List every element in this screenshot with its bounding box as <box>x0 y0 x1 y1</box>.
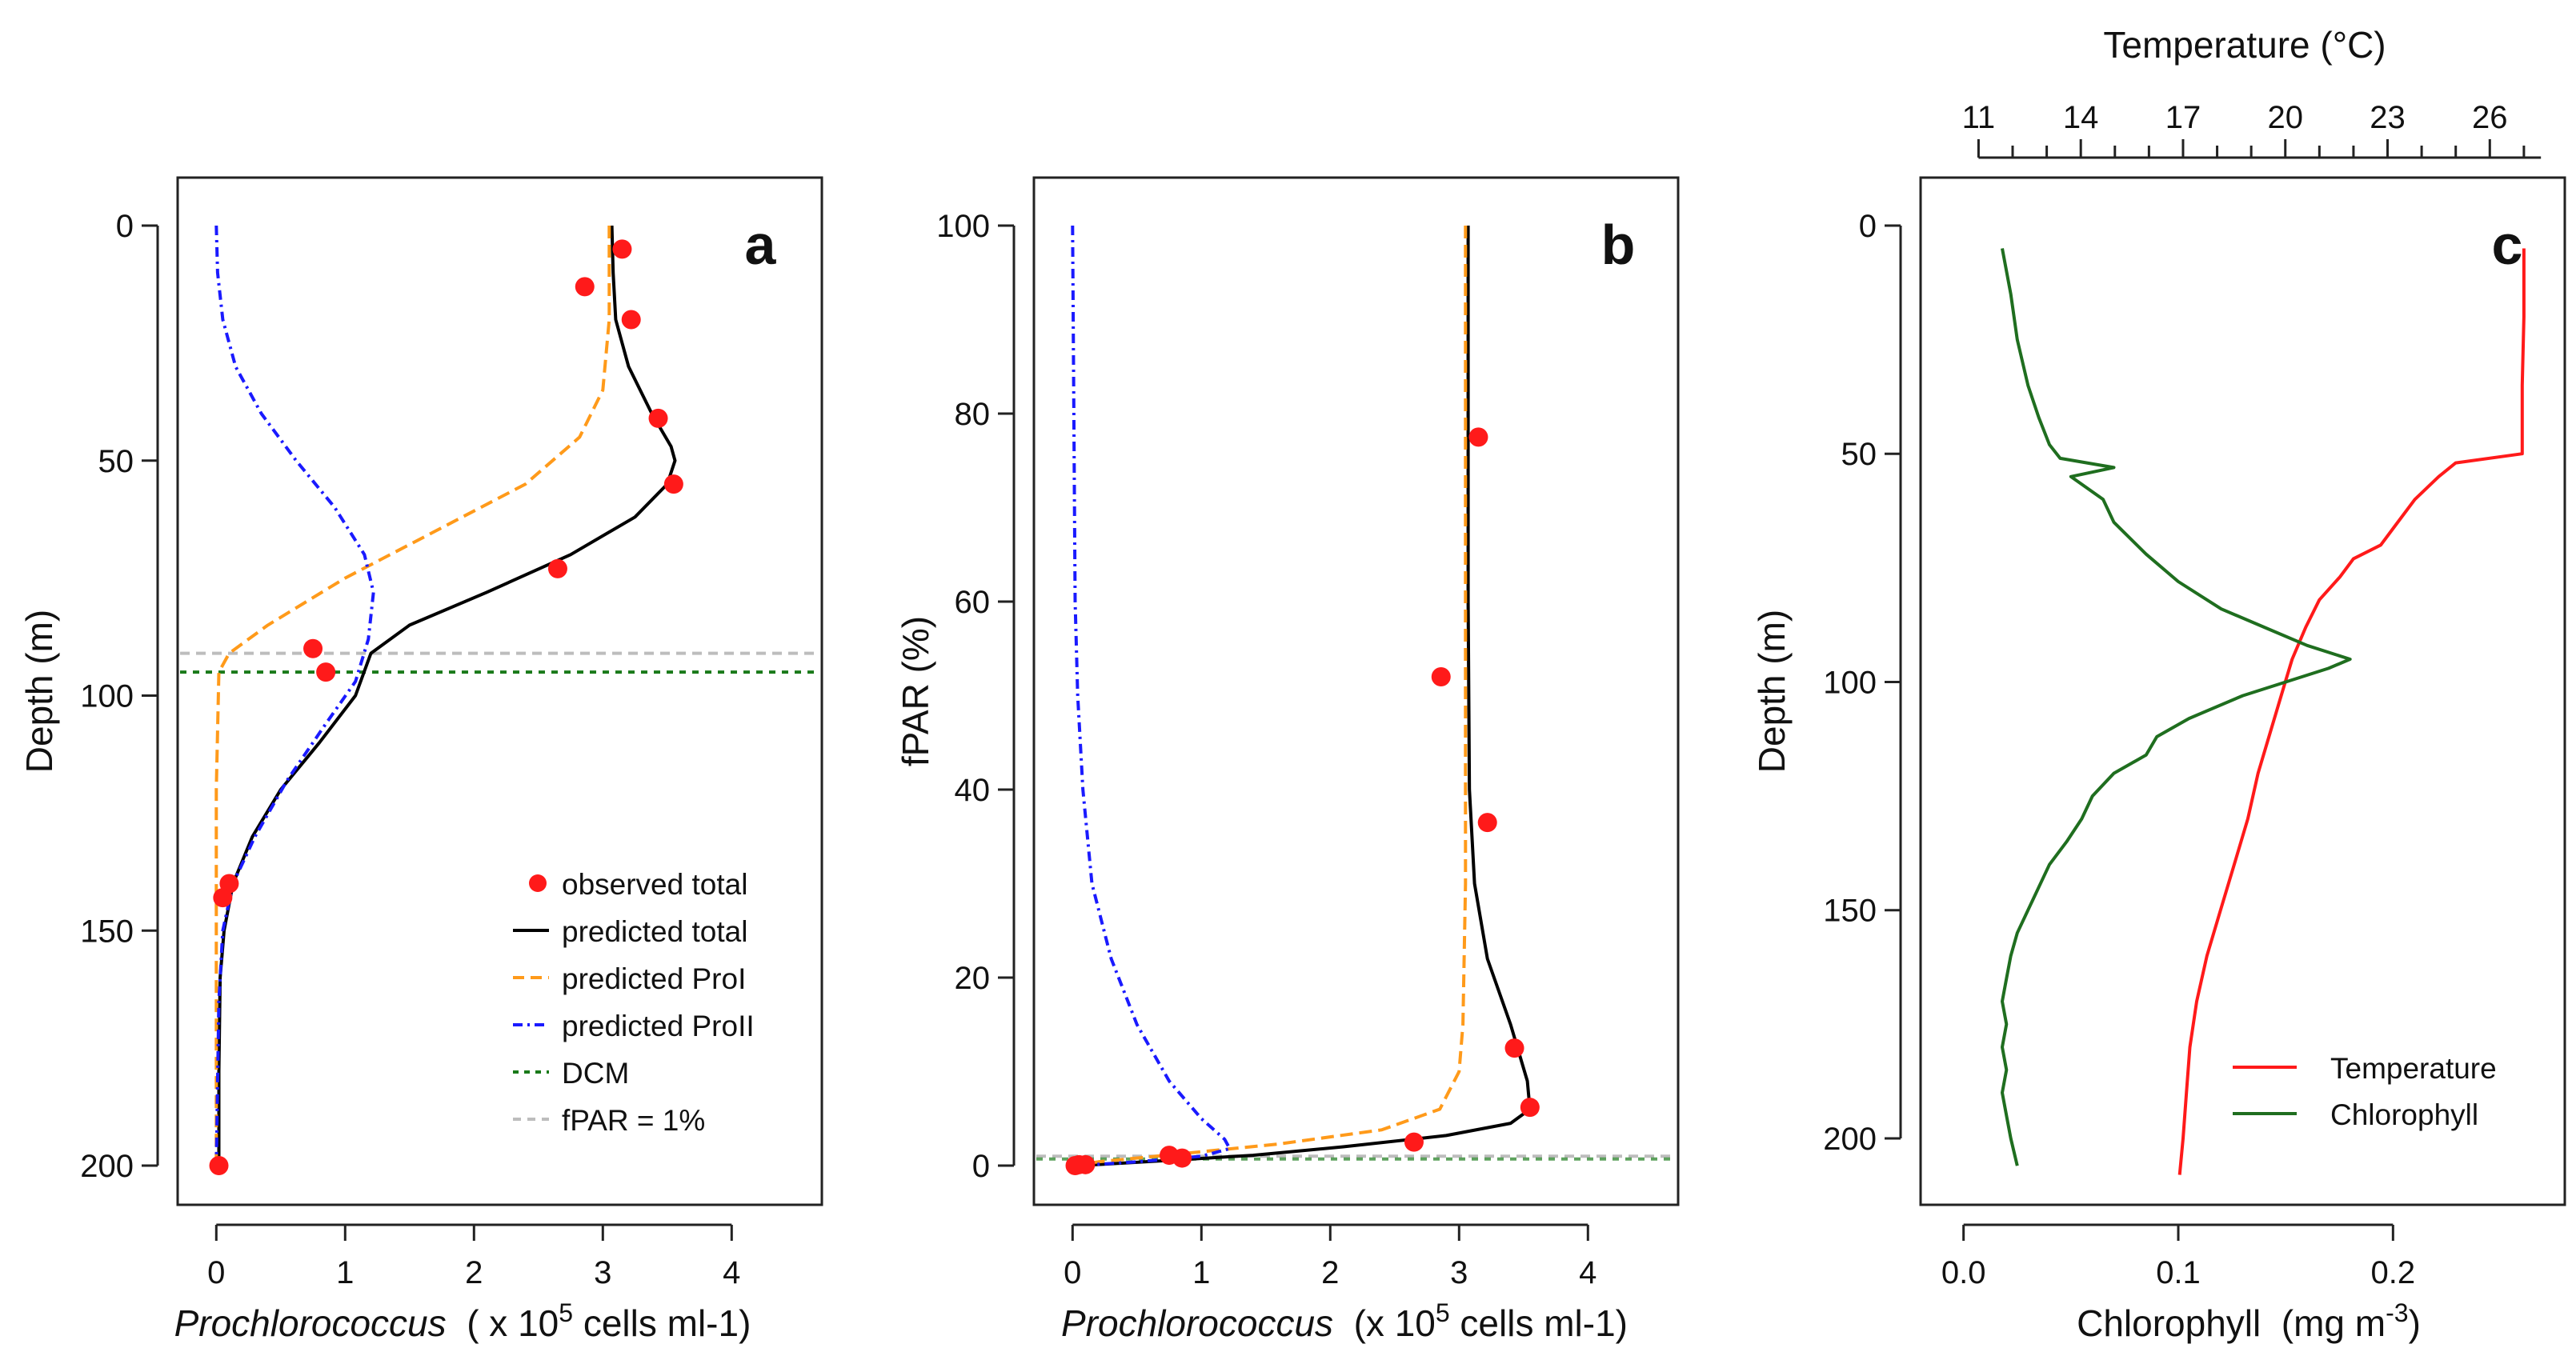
top-x-tick-label: 23 <box>2370 100 2406 135</box>
x-tick-label: 3 <box>594 1255 611 1290</box>
panel-c-label: c <box>2492 214 2523 276</box>
panel-b-ylabel: fPAR (%) <box>895 616 936 766</box>
x-tick-label: 3 <box>1450 1255 1468 1290</box>
y-tick-label: 80 <box>955 397 991 432</box>
observed-point <box>612 239 632 259</box>
top-x-tick-label: 14 <box>2063 100 2099 135</box>
panel-a-series <box>214 225 677 1166</box>
y-tick-label: 50 <box>1841 437 1877 472</box>
legend-temperature-label: Temperature <box>2330 1052 2497 1085</box>
observed-point <box>1065 1156 1085 1175</box>
panel-a-axes: 0 1 2 3 4 0 50 100 150 200 <box>80 209 740 1290</box>
legend-proII-label: predicted ProII <box>562 1010 755 1042</box>
panel-b-series <box>1071 225 1532 1167</box>
series-temperature <box>2177 248 2526 1175</box>
series-predicted-proi <box>1072 226 1468 1167</box>
observed-point <box>1404 1132 1424 1152</box>
panel-a-xlabel: Prochlorococcus ( x 105 cells ml-1) <box>174 1298 751 1344</box>
top-x-tick-label: 11 <box>1962 100 1996 135</box>
observed-point <box>303 638 323 658</box>
panel-a-ylabel: Depth (m) <box>18 610 60 773</box>
panel-c-series <box>2001 248 2526 1175</box>
observed-point <box>209 1156 229 1175</box>
panel-c-ylabel: Depth (m) <box>1751 610 1793 773</box>
x-tick-label: 4 <box>723 1255 740 1290</box>
x-tick-label: 0 <box>207 1255 225 1290</box>
x-tick-label: 0.0 <box>1941 1255 1986 1290</box>
x-tick-label: 1 <box>336 1255 354 1290</box>
observed-point <box>1172 1148 1192 1168</box>
observed-point <box>1504 1038 1524 1058</box>
observed-point <box>1477 813 1497 833</box>
panel-a-observed-points <box>209 239 683 1175</box>
panel-b-observed-points <box>1065 427 1540 1175</box>
observed-point <box>648 408 668 428</box>
y-tick-label: 100 <box>1823 665 1877 700</box>
legend-chlorophyll-label: Chlorophyll <box>2330 1098 2478 1131</box>
panel-c-frame <box>1919 176 2566 1206</box>
x-tick-label: 0 <box>1064 1255 1081 1290</box>
observed-point <box>316 662 336 682</box>
y-tick-label: 50 <box>98 444 134 479</box>
series-chlorophyll <box>2001 248 2352 1166</box>
y-tick-label: 150 <box>1823 894 1877 929</box>
panel-a-label: a <box>745 214 777 276</box>
series-predicted-proi <box>214 226 611 1166</box>
panel-a: a Depth (m) Prochlorococcus ( x 105 cell… <box>18 176 823 1344</box>
panel-a-legend: observed total predicted total predicted… <box>513 868 755 1137</box>
x-tick-label: 4 <box>1579 1255 1596 1290</box>
y-tick-label: 0 <box>972 1149 990 1184</box>
panel-c-xlabel: Chlorophyll (mg m-3) <box>2077 1298 2421 1344</box>
y-tick-label: 200 <box>80 1149 134 1184</box>
series-predicted-total <box>1079 226 1532 1167</box>
observed-point <box>213 888 233 908</box>
y-tick-label: 200 <box>1823 1122 1877 1157</box>
observed-point <box>1520 1098 1540 1118</box>
y-tick-label: 60 <box>955 585 991 620</box>
x-tick-label: 1 <box>1192 1255 1210 1290</box>
top-x-tick-label: 26 <box>2472 100 2508 135</box>
series-predicted-proii <box>1071 225 1232 1167</box>
observed-point <box>575 277 595 297</box>
series-predicted-proii <box>214 225 375 1166</box>
legend-proI-label: predicted ProI <box>562 962 746 995</box>
legend-observed-marker <box>529 874 547 892</box>
panel-b: b fPAR (%) Prochlorococcus (x 105 cells … <box>895 176 1680 1344</box>
y-tick-label: 20 <box>955 961 991 996</box>
observed-point <box>621 310 641 330</box>
legend-dcm-label: DCM <box>562 1057 629 1090</box>
observed-point <box>663 474 683 494</box>
observed-point <box>1431 667 1451 686</box>
y-tick-label: 100 <box>936 209 990 244</box>
panel-c-axes: 0.0 0.1 0.2 0 50 100 150 200 11 14 17 20 23 26 <box>1823 100 2542 1290</box>
x-tick-label: 2 <box>1321 1255 1339 1290</box>
x-tick-label: 0.2 <box>2371 1255 2416 1290</box>
panel-b-label: b <box>1601 214 1636 276</box>
panel-c-legend: Temperature Chlorophyll <box>2233 1052 2497 1131</box>
x-tick-label: 0.1 <box>2156 1255 2201 1290</box>
y-tick-label: 0 <box>1859 209 1877 244</box>
y-tick-label: 0 <box>116 209 134 244</box>
panel-a-frame <box>176 176 823 1206</box>
panel-c: c Depth (m) Chlorophyll (mg m-3) Tempera… <box>1751 24 2566 1344</box>
y-tick-label: 40 <box>955 773 991 808</box>
top-x-tick-label: 17 <box>2165 100 2201 135</box>
y-tick-label: 100 <box>80 679 134 714</box>
panel-b-frame <box>1032 176 1680 1206</box>
legend-total-label: predicted total <box>562 915 747 948</box>
y-tick-label: 150 <box>80 914 134 949</box>
panel-a-reference-lines <box>180 651 819 674</box>
panel-b-xlabel: Prochlorococcus (x 105 cells ml-1) <box>1061 1298 1628 1344</box>
observed-point <box>1468 427 1488 447</box>
legend-fpar-label: fPAR = 1% <box>562 1104 705 1137</box>
panel-c-top-xlabel: Temperature (°C) <box>2103 24 2386 66</box>
x-tick-label: 2 <box>465 1255 483 1290</box>
legend-observed-label: observed total <box>562 868 747 901</box>
top-x-tick-label: 20 <box>2267 100 2303 135</box>
observed-point <box>547 558 567 578</box>
